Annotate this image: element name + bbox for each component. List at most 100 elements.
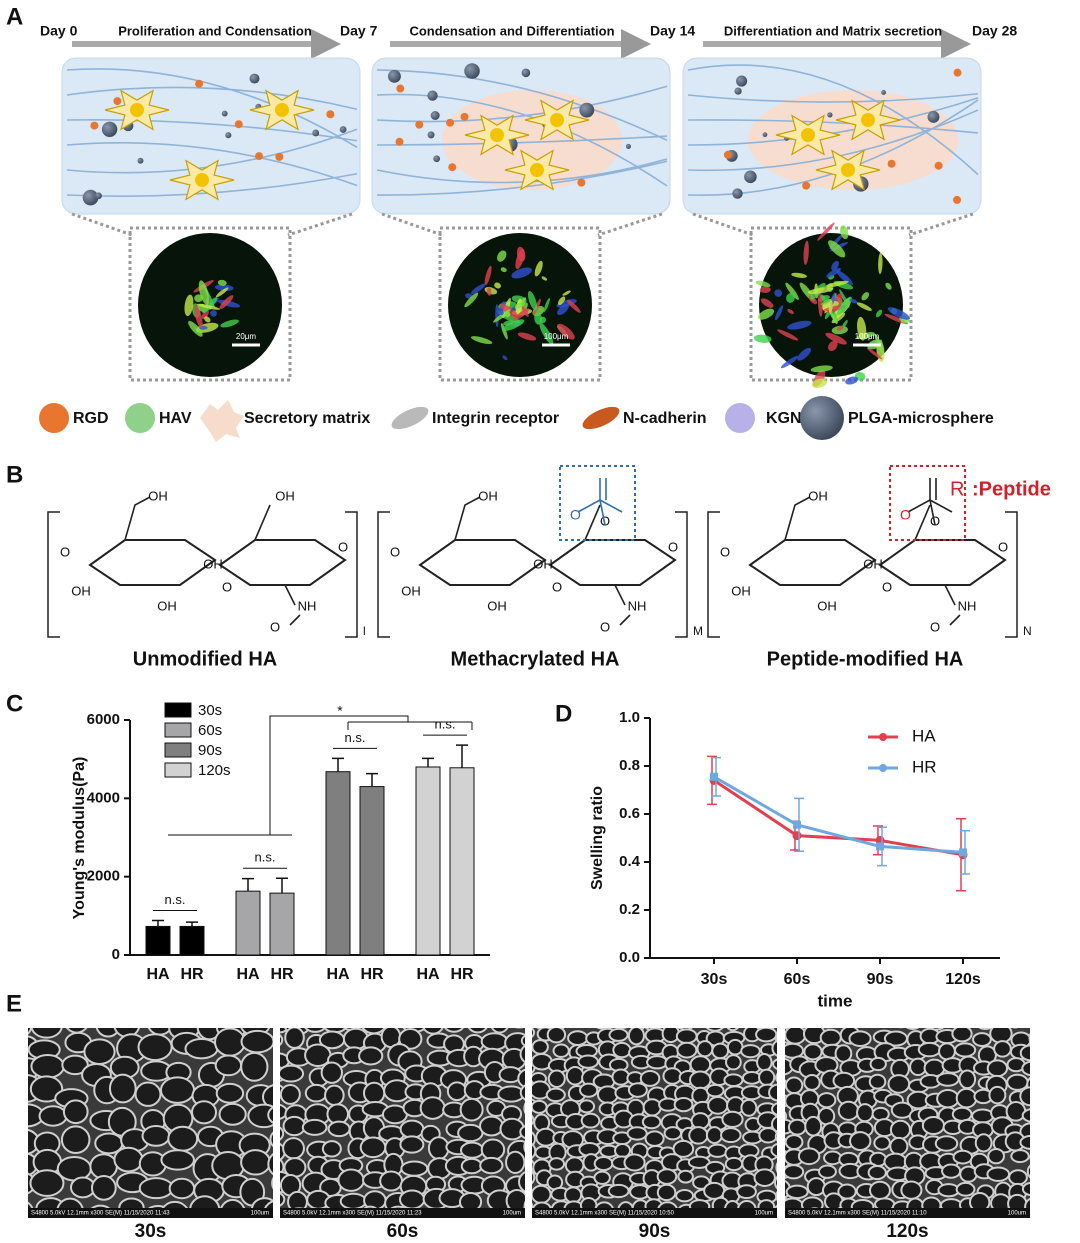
day-label: Day 7 — [340, 23, 378, 39]
error-bar — [422, 757, 434, 767]
pore — [269, 1131, 273, 1148]
pore — [627, 1082, 648, 1098]
pore — [958, 1069, 977, 1090]
fiber — [687, 119, 979, 134]
legend-swatch — [164, 742, 192, 758]
pore — [280, 1126, 285, 1141]
nucleus — [861, 113, 875, 127]
pore — [1012, 1028, 1018, 1029]
pore — [774, 1204, 777, 1208]
pore — [1028, 1010, 1046, 1027]
stain — [875, 309, 883, 318]
stain — [861, 292, 870, 301]
pore — [361, 1028, 386, 1035]
stain — [204, 316, 211, 323]
bond — [454, 496, 631, 626]
pore — [240, 1149, 272, 1176]
pore — [868, 1180, 891, 1200]
pore — [804, 1115, 823, 1137]
pore — [736, 1184, 757, 1200]
error-bar — [186, 921, 198, 927]
pore — [264, 1200, 273, 1208]
stain — [214, 284, 234, 291]
stain — [188, 320, 203, 337]
pore — [399, 1119, 425, 1139]
x-tick-label: 120s — [945, 971, 981, 988]
stain — [470, 283, 486, 295]
secretory-matrix — [748, 90, 958, 190]
microsphere — [433, 155, 441, 163]
pore — [108, 1073, 137, 1104]
pore — [774, 1131, 777, 1142]
y-tick-label: 0.6 — [619, 805, 640, 822]
stain — [787, 320, 812, 330]
pore — [594, 1201, 614, 1208]
pore — [519, 1044, 525, 1064]
pore — [141, 1124, 171, 1147]
pore — [867, 1165, 887, 1181]
pore — [873, 1135, 891, 1151]
stain — [557, 303, 569, 316]
legend-swatch — [164, 702, 192, 718]
pore — [775, 1073, 777, 1083]
stain — [791, 272, 807, 278]
pore — [545, 1087, 566, 1103]
rgd-dot — [953, 195, 962, 204]
group-box — [889, 465, 966, 541]
pore — [703, 1181, 726, 1200]
pore — [517, 1016, 538, 1028]
legend-icon — [582, 406, 620, 430]
pore — [519, 1125, 525, 1140]
pore — [774, 1175, 777, 1190]
pore — [459, 1097, 484, 1122]
y-axis-title: Swelling ratio — [589, 786, 606, 890]
pore — [705, 1083, 725, 1098]
stain — [780, 355, 799, 369]
stain — [534, 260, 543, 277]
stain — [787, 308, 794, 315]
stain — [753, 334, 772, 343]
pore — [951, 1106, 973, 1122]
pore — [832, 1071, 856, 1090]
pore — [304, 1028, 327, 1033]
microsphere — [430, 110, 440, 120]
error-bar — [332, 757, 344, 772]
pore — [400, 1160, 429, 1177]
pore — [218, 1102, 247, 1126]
scaffold-panel — [61, 57, 361, 215]
pore — [936, 1089, 960, 1109]
pore — [548, 1157, 566, 1171]
pore — [953, 1042, 977, 1058]
pore — [819, 1028, 842, 1047]
sugar-ring — [218, 539, 347, 586]
sem-info: S4800 5.0kV 12.1mm x300 SE(M) 11/15/2020… — [788, 1211, 927, 1217]
pore — [958, 1012, 978, 1025]
pore — [398, 1189, 426, 1208]
pore — [848, 1131, 872, 1152]
atom-label: NH — [298, 598, 317, 613]
pore — [327, 1120, 351, 1138]
legend-icon — [800, 396, 844, 440]
pore — [676, 1041, 698, 1059]
atom-label: OH — [157, 598, 177, 613]
pore — [858, 1012, 878, 1025]
pore — [60, 1125, 91, 1155]
pore — [800, 1196, 824, 1208]
pore — [480, 1032, 509, 1051]
x-tick-label: HR — [270, 966, 294, 983]
pore — [323, 1028, 347, 1034]
bar — [415, 766, 441, 956]
atom-label: OH — [148, 488, 168, 503]
microsphere — [521, 68, 531, 78]
stain — [557, 323, 575, 340]
significance-bracket — [168, 715, 473, 836]
group-bonds — [577, 478, 623, 526]
atom-label: O — [900, 507, 911, 523]
pore — [955, 1087, 978, 1109]
microsphere — [101, 121, 118, 138]
stain — [201, 310, 209, 320]
pore — [577, 1054, 599, 1069]
stain — [758, 308, 775, 320]
microsphere — [249, 73, 260, 84]
fiber — [376, 158, 668, 184]
